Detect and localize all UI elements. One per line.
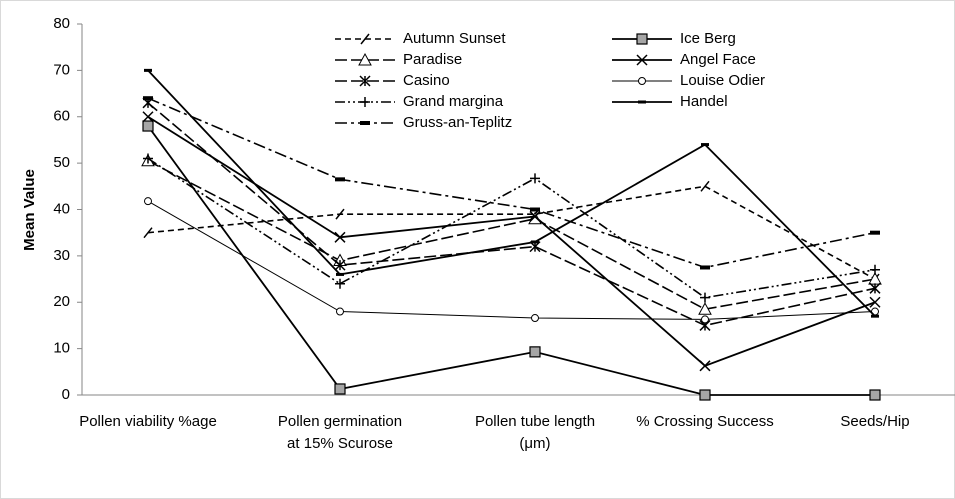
data-point [335, 177, 345, 182]
x-tick-label: at 15% Scurose [287, 435, 393, 452]
x-tick-label: % Crossing Success [636, 413, 774, 430]
legend-marker [360, 121, 370, 125]
legend-marker [636, 54, 648, 66]
x-tick-label: Pollen tube length [475, 413, 595, 430]
y-tick-label: 80 [53, 15, 70, 32]
data-point [336, 272, 344, 276]
data-point [529, 346, 541, 358]
y-tick-label: 20 [53, 293, 70, 310]
data-point [869, 389, 881, 401]
data-point [701, 315, 709, 324]
legend-label: Handel [680, 93, 728, 110]
y-axis-label: Mean Value [21, 169, 38, 251]
y-tick-label: 50 [53, 154, 70, 171]
series-line [147, 102, 876, 327]
data-point [701, 143, 709, 147]
legend-label: Autumn Sunset [403, 30, 506, 47]
data-point [142, 120, 154, 132]
data-point [531, 314, 539, 323]
legend-label: Casino [403, 72, 450, 89]
data-point [335, 278, 345, 289]
data-point [530, 207, 540, 212]
data-point [334, 259, 346, 271]
data-point [531, 240, 539, 244]
y-tick-label: 70 [53, 61, 70, 78]
legend-label: Ice Berg [680, 30, 736, 47]
series-line [147, 185, 876, 280]
data-point [335, 208, 345, 220]
legend-label: Paradise [403, 51, 462, 68]
legend-label: Gruss-an-Teplitz [403, 114, 512, 131]
data-point [698, 302, 712, 315]
legend-label: Grand margina [403, 93, 504, 110]
x-tick-label: Pollen viability %age [79, 413, 217, 430]
y-tick-label: 40 [53, 200, 70, 217]
data-point [699, 360, 711, 372]
y-tick-label: 30 [53, 247, 70, 264]
legend-marker [360, 97, 370, 107]
data-point [334, 231, 346, 243]
x-tick-label: Seeds/Hip [840, 413, 909, 430]
data-point [871, 314, 879, 318]
data-point [143, 227, 153, 239]
legend-marker [360, 33, 370, 45]
data-point [334, 383, 346, 395]
data-point [700, 180, 710, 192]
legend-label: Angel Face [680, 51, 756, 68]
legend-label: Louise Odier [680, 72, 765, 89]
data-point [869, 296, 881, 308]
data-point [869, 282, 881, 294]
series-line [147, 160, 876, 311]
data-point [700, 265, 710, 270]
x-tick-label: (μm) [519, 435, 550, 452]
data-point [700, 292, 710, 303]
x-tick-label: Pollen germination [278, 413, 402, 430]
y-tick-label: 10 [53, 340, 70, 357]
data-point [336, 307, 344, 316]
data-point [699, 389, 711, 401]
data-point [144, 68, 152, 72]
data-point [143, 153, 153, 164]
legend-marker [638, 77, 646, 85]
legend-marker [638, 100, 646, 104]
data-point [143, 96, 153, 101]
legend-marker [359, 75, 371, 87]
series-line [147, 97, 876, 269]
legend-marker [358, 52, 372, 66]
data-point [530, 173, 540, 184]
legend-marker [636, 33, 648, 45]
data-point [529, 210, 541, 222]
data-point [870, 264, 880, 275]
data-point [144, 197, 152, 206]
data-point [142, 111, 154, 123]
data-point [870, 230, 880, 235]
y-tick-label: 60 [53, 108, 70, 125]
y-tick-label: 0 [62, 386, 70, 403]
legend: Autumn Sunset Ice Berg Paradise Angel Face C… [335, 30, 765, 131]
